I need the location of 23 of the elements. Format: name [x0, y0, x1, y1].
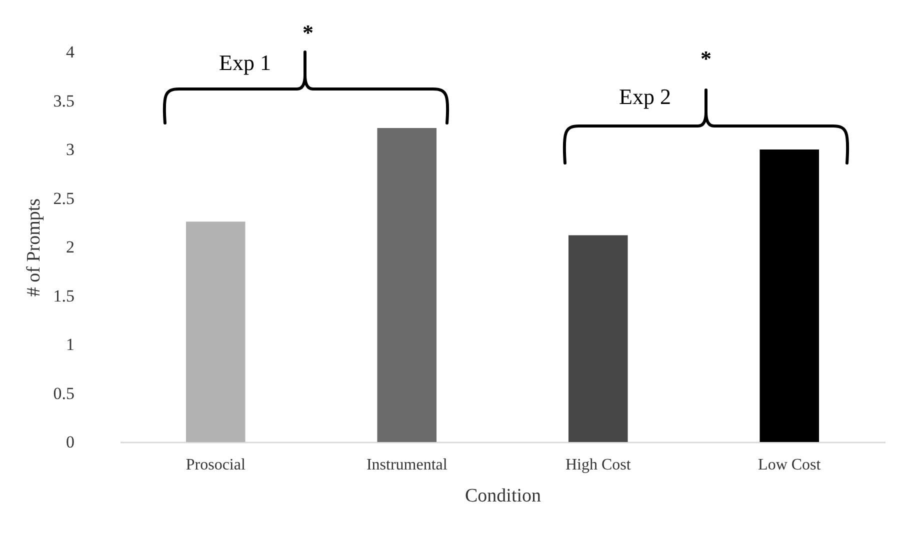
y-tick-label: 2 [66, 238, 74, 256]
annotation: Exp 2 [619, 84, 671, 109]
x-tick-label: Prosocial [186, 456, 246, 474]
x-axis-title: Condition [464, 486, 542, 506]
x-tick-label: High Cost [565, 456, 632, 474]
x-tick-label: Instrumental [366, 456, 448, 474]
bar [568, 235, 628, 442]
y-axis-title: # of Prompts [23, 198, 44, 297]
y-tick-label: 1.5 [53, 286, 74, 306]
bar [377, 128, 437, 442]
annotation: * [700, 46, 712, 71]
y-tick-label: 3.5 [53, 91, 74, 110]
y-tick-label: 0 [66, 432, 74, 452]
y-tick-label: 4 [66, 42, 75, 62]
bar [760, 150, 820, 442]
y-tick-label: 3 [66, 140, 74, 159]
text: * [302, 20, 314, 45]
x-tick-label: Low Cost [758, 456, 822, 474]
y-tick-label: 0.5 [53, 384, 74, 403]
y-tick-label: 2.5 [53, 188, 74, 208]
annotation: Exp 1 [219, 50, 271, 75]
y-tick-label: 1 [66, 335, 74, 354]
bar [186, 222, 246, 442]
